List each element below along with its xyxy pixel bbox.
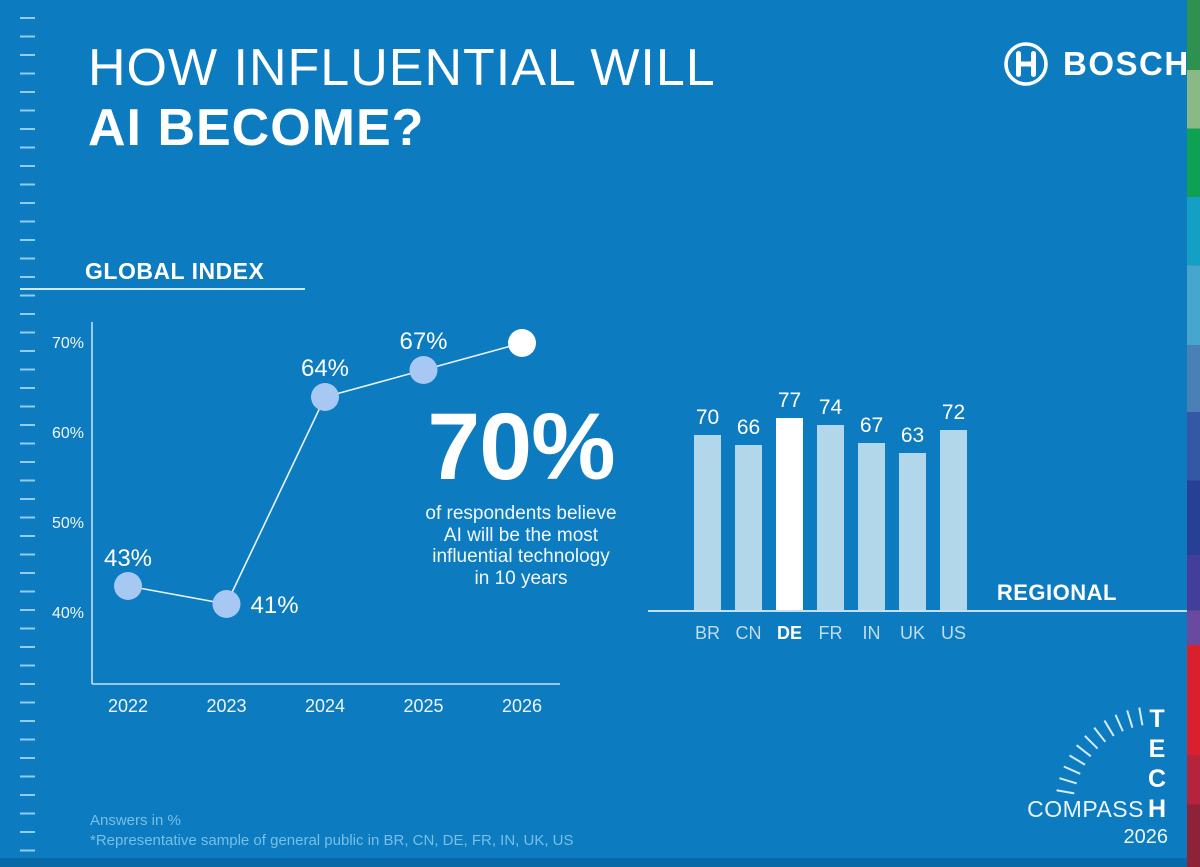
point-label: 64%: [301, 355, 349, 382]
dial-tick: [1084, 735, 1099, 750]
bar-item: 77: [776, 388, 803, 610]
badge-vertical-letter: T: [1149, 705, 1164, 733]
bosch-wordmark: BOSCH: [1063, 45, 1190, 82]
badge-year: 2026: [1124, 826, 1169, 848]
bar-value-label: 70: [695, 406, 720, 429]
y-tick-label: 50%: [52, 515, 84, 532]
y-tick-label: 60%: [52, 425, 84, 442]
global-index-line-chart: 40% 50% 60% 70% 2022 2023 2024 2025 2026 43% 41% 64…: [52, 322, 560, 716]
bar-value-label: 66: [736, 416, 761, 439]
bar-item: 63: [899, 423, 926, 610]
page-title: HOW INFLUENTIAL WILL AI BECOME?: [88, 38, 716, 158]
footnote-answers: Answers in %: [90, 812, 181, 829]
point-label: 67%: [399, 328, 447, 355]
x-tick-label: 2024: [305, 696, 345, 716]
footnote-sample: *Representative sample of general public…: [90, 832, 574, 849]
bar-category-label: BR: [694, 623, 720, 643]
bosch-anchor-icon: [1004, 42, 1048, 86]
bottom-band: [0, 858, 1200, 867]
regional-bar-chart: 70 66 77 74 67 63 72: [694, 0, 967, 610]
bar-value-label: 67: [859, 413, 884, 437]
point-label: 43%: [104, 545, 152, 572]
point-label: 41%: [251, 592, 299, 619]
bar-item: 70: [694, 406, 721, 610]
line-point: [114, 572, 142, 600]
bar-item: 74: [817, 396, 844, 610]
dial-tick: [1114, 714, 1124, 732]
dial-tick: [1093, 727, 1107, 743]
line-point: [212, 590, 241, 618]
regional-baseline: [648, 610, 1187, 612]
dial-tick: [1138, 707, 1144, 726]
y-tick-label: 40%: [52, 605, 84, 622]
key-stat-value: 70%: [427, 394, 615, 500]
page-title-line2: AI BECOME?: [88, 99, 425, 157]
dial-tick: [1069, 754, 1086, 766]
bar: [694, 435, 721, 610]
x-tick-label: 2022: [108, 696, 148, 716]
bar-value-label: 77: [777, 388, 802, 412]
bar-category-label: DE: [776, 623, 802, 643]
bar: [940, 430, 967, 610]
global-index-underline: [20, 288, 305, 290]
badge-vertical-letter: E: [1149, 735, 1166, 763]
line-point: [409, 356, 438, 384]
bar-item: 66: [735, 416, 762, 610]
footnotes: Answers in % *Representative sample of g…: [90, 811, 574, 851]
dial-tick: [1076, 744, 1092, 758]
bar: [776, 417, 803, 610]
bar: [858, 442, 885, 610]
bar-category-label: CN: [735, 623, 762, 643]
bar-category-label: FR: [818, 623, 843, 643]
global-index-heading: GLOBAL INDEX: [85, 258, 265, 284]
key-stat: 70% of respondents believe AI will be th…: [396, 400, 646, 589]
ruler-ticks: [20, 17, 35, 853]
line-point: [311, 383, 339, 411]
badge-vertical-letter: H: [1148, 795, 1166, 823]
color-strip: [1187, 0, 1200, 867]
bar-value-label: 72: [941, 401, 966, 424]
bar: [735, 445, 762, 610]
key-stat-description: of respondents believe AI will be the mo…: [425, 503, 617, 589]
bar-category-label: IN: [862, 623, 881, 643]
badge-word-compass: COMPASS: [1027, 796, 1144, 822]
bar-item: 72: [940, 401, 967, 610]
bar-item: 67: [858, 413, 885, 610]
bar: [899, 452, 926, 610]
bar: [817, 425, 844, 610]
dial-tick: [1126, 710, 1134, 728]
y-tick-label: 70%: [52, 335, 84, 352]
bar-category-label: UK: [899, 623, 925, 643]
bar-category-label: US: [940, 623, 966, 643]
dial-tick: [1059, 777, 1077, 785]
bosch-logo: BOSCH: [1002, 40, 1190, 88]
badge-vertical-letter: C: [1148, 765, 1166, 793]
regional-heading: REGIONAL: [996, 580, 1117, 605]
regional-bar-labels: BR CN DE FR IN UK US: [694, 623, 967, 644]
dial-tick: [1056, 789, 1075, 795]
x-tick-label: 2023: [206, 696, 246, 716]
x-tick-label: 2025: [403, 696, 443, 716]
bar-value-label: 74: [818, 396, 843, 419]
line-point: [508, 329, 536, 357]
bar-value-label: 63: [900, 423, 925, 447]
dial-tick: [1063, 765, 1081, 775]
x-tick-label: 2026: [502, 696, 542, 716]
page-title-line1: HOW INFLUENTIAL WILL: [88, 39, 716, 97]
dial-tick: [1103, 720, 1115, 737]
